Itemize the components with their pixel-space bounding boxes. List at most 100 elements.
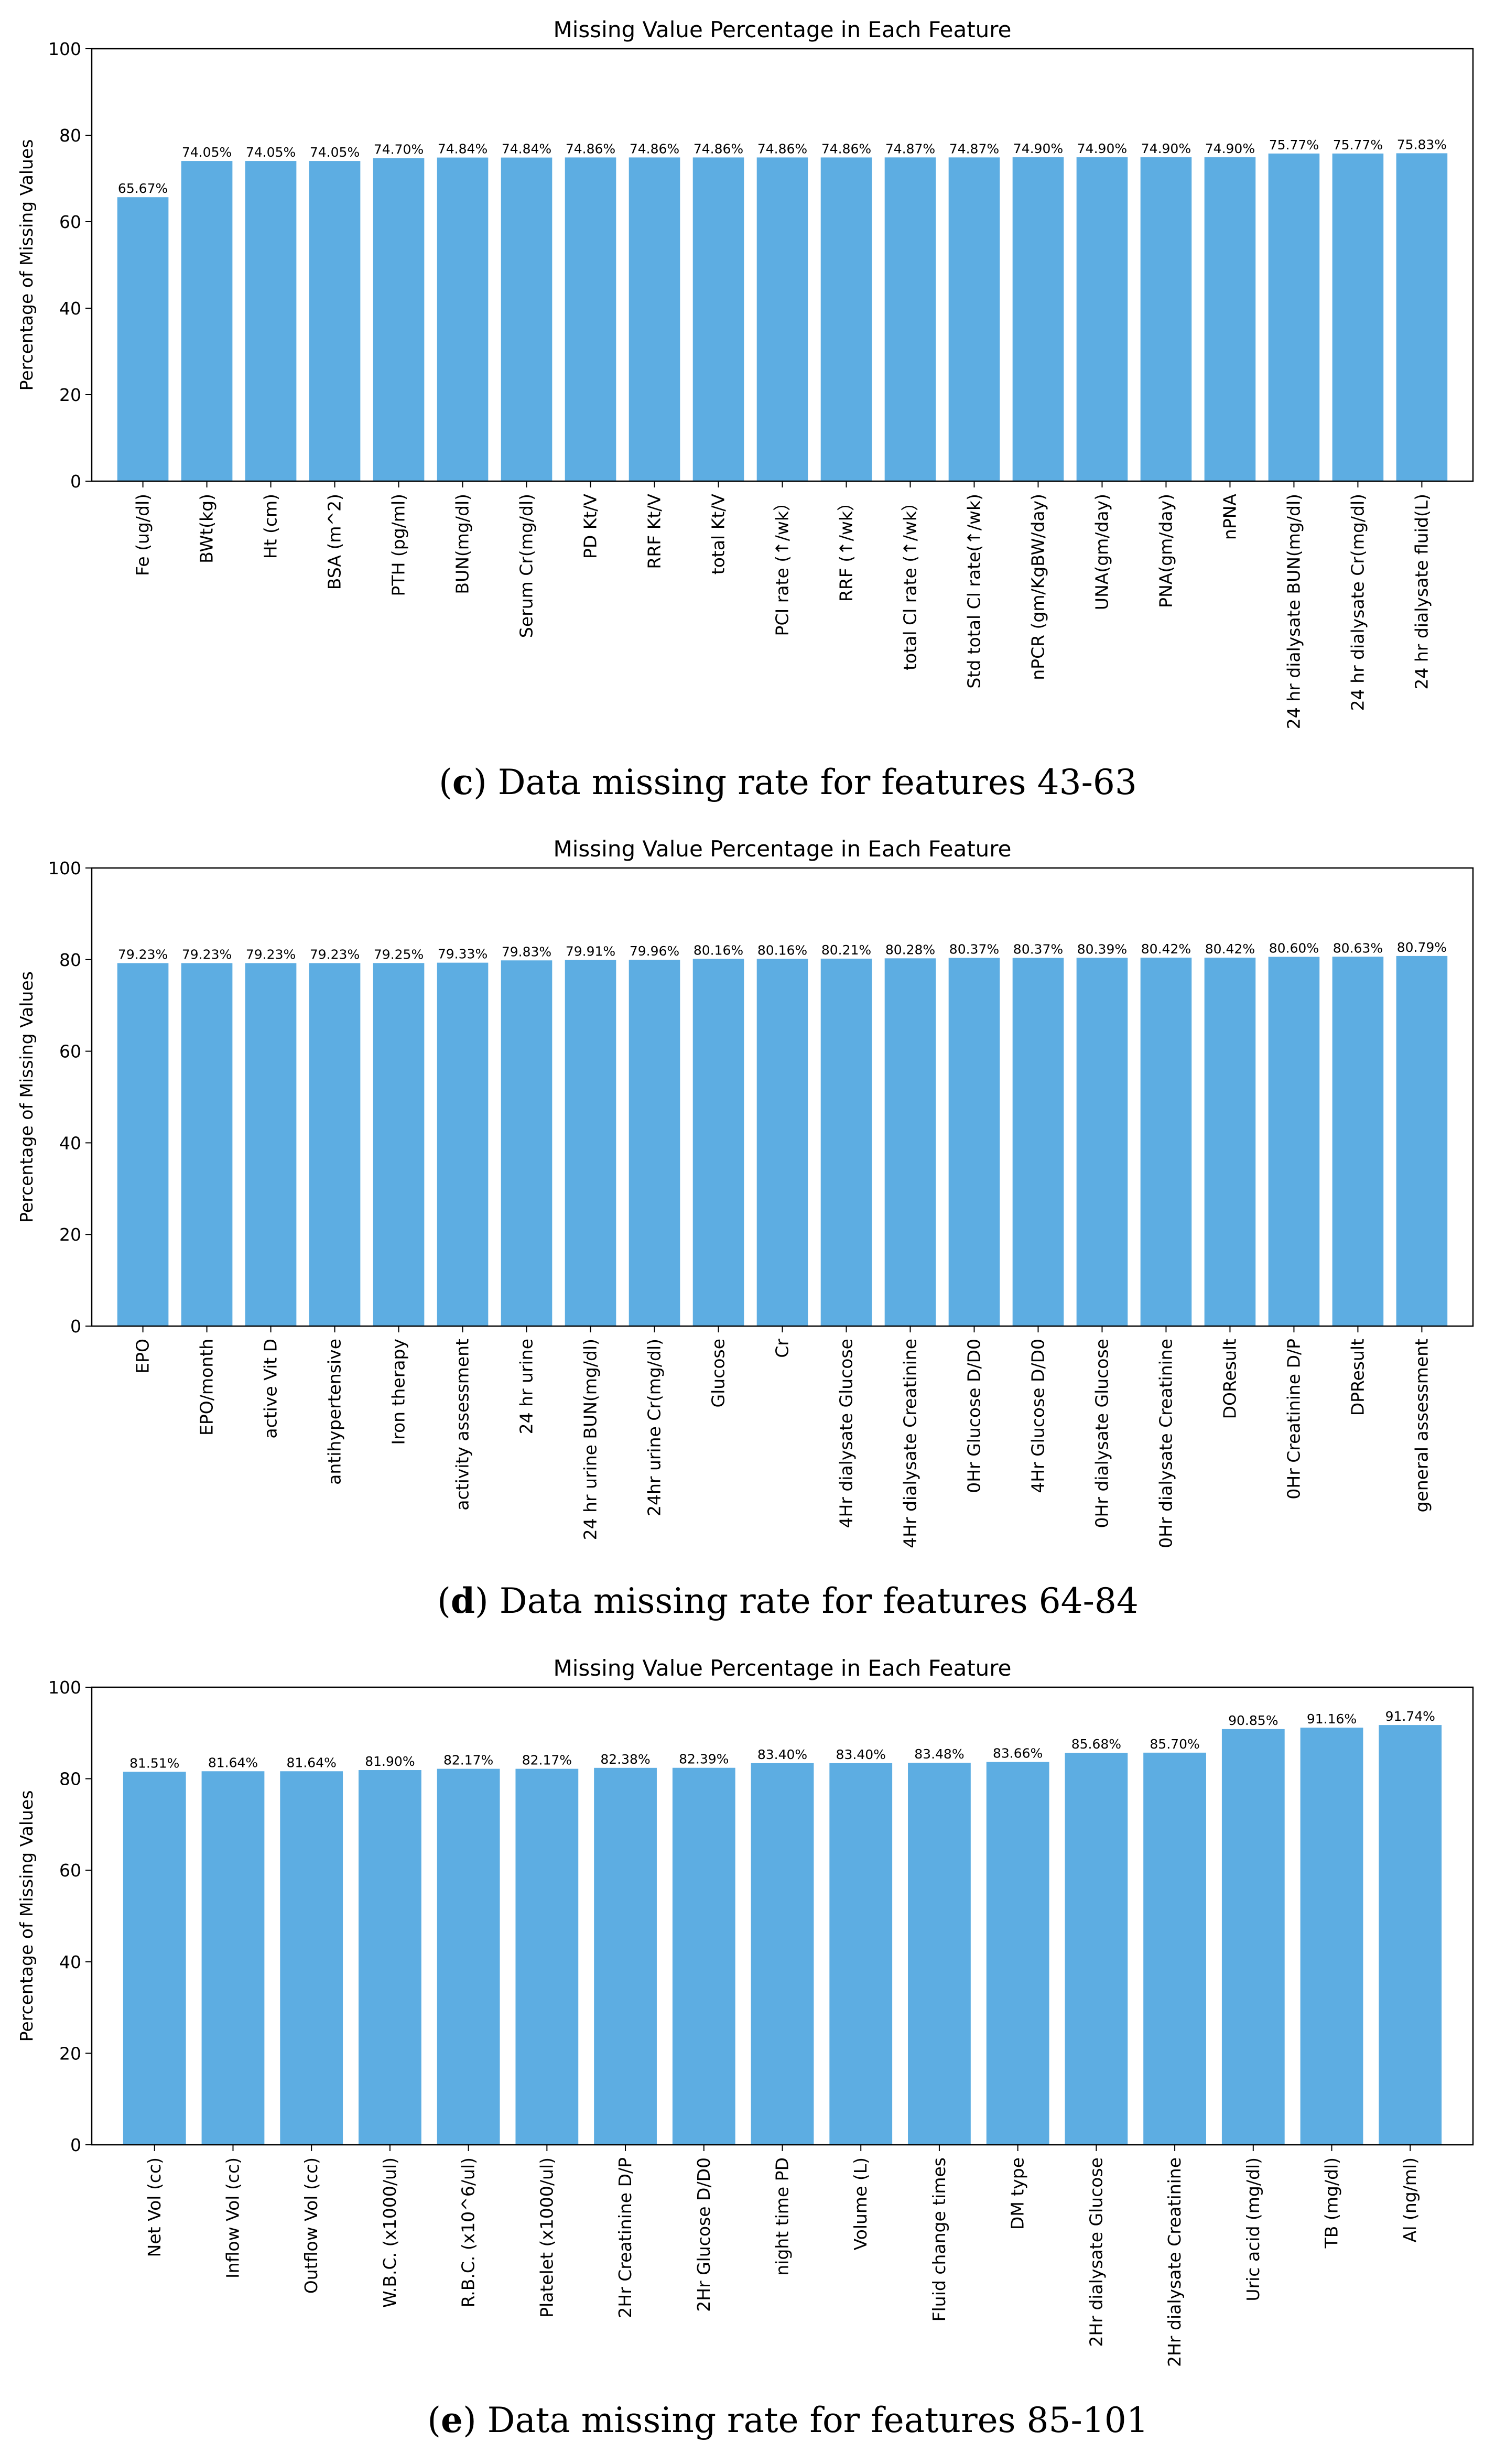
y-tick-label: 40 (59, 298, 81, 319)
bar (1076, 157, 1128, 481)
bar (565, 157, 616, 481)
data-label: 74.90% (1205, 141, 1255, 156)
x-tick-label: 2Hr dialysate Glucose (1086, 2157, 1106, 2347)
data-label: 74.87% (885, 141, 935, 156)
data-label: 79.91% (566, 944, 615, 959)
bar (1396, 956, 1448, 1326)
chart-panel-2: Missing Value Percentage in Each Feature… (16, 836, 1474, 1621)
data-label: 79.96% (630, 943, 679, 959)
plot-frame (91, 867, 1474, 1327)
data-label: 79.83% (502, 944, 551, 959)
bar (1012, 958, 1064, 1326)
bar (1143, 1752, 1206, 2145)
data-label: 74.05% (182, 145, 232, 160)
data-label: 74.05% (310, 145, 360, 160)
data-label: 80.63% (1333, 940, 1383, 956)
data-label: 79.23% (182, 947, 232, 962)
caption-text: Data missing rate for features 43-63 (487, 762, 1137, 802)
data-label: 91.74% (1385, 1709, 1435, 1724)
x-tick-label: 24 hr dialysate BUN(mg/dl) (1283, 494, 1304, 729)
figure-caption: (c) Data missing rate for features 43-63 (439, 762, 1137, 802)
bar (181, 963, 233, 1326)
y-tick-label: 100 (48, 858, 81, 878)
x-tick-label: PTH (pg/ml) (388, 494, 409, 596)
bar (1076, 958, 1128, 1326)
data-label: 79.23% (310, 947, 360, 962)
y-tick-label: 0 (70, 1316, 81, 1337)
data-label: 74.84% (438, 142, 488, 157)
data-label: 83.40% (757, 1747, 807, 1762)
caption-open-paren: ( (437, 1581, 451, 1621)
data-label: 80.16% (757, 942, 807, 958)
caption-letter: e (441, 2400, 463, 2440)
x-tick-label: PCI rate (↑/wk） (772, 494, 793, 636)
bar (373, 158, 425, 482)
data-label: 85.68% (1071, 1736, 1121, 1752)
data-label: 74.05% (246, 145, 296, 160)
x-tick-label: antihypertensive (324, 1339, 345, 1485)
caption-open-paren: ( (427, 2400, 441, 2440)
bar (515, 1768, 579, 2145)
bar (437, 157, 489, 481)
x-tick-label: active Vit D (261, 1339, 281, 1439)
bar (1140, 958, 1192, 1326)
x-tick-label: Iron therapy (388, 1339, 409, 1445)
figure-caption: (e) Data missing rate for features 85-10… (427, 2400, 1149, 2440)
y-tick-label: 0 (70, 2135, 81, 2155)
caption-open-paren: ( (439, 762, 452, 802)
data-label: 74.86% (757, 141, 807, 156)
x-tick-label: Std total Cl rate(↑/wk) (963, 494, 984, 689)
data-label: 80.21% (821, 942, 871, 958)
data-label: 79.33% (438, 947, 488, 962)
bar (948, 958, 1000, 1326)
x-tick-label: PD Kt/V (580, 494, 601, 559)
caption-text: Data missing rate for features 64-84 (489, 1581, 1139, 1621)
caption-letter: d (451, 1580, 475, 1621)
x-tick-label: activity assessment (452, 1339, 473, 1511)
x-tick-label: EPO (133, 1339, 153, 1374)
data-label: 83.66% (993, 1746, 1043, 1761)
data-label: 85.70% (1150, 1736, 1199, 1752)
bar (948, 157, 1000, 481)
bar (123, 1772, 186, 2145)
y-tick-label: 60 (59, 1041, 81, 1062)
y-tick-label: 60 (59, 1860, 81, 1881)
data-label: 81.64% (208, 1755, 258, 1770)
chart-title: Missing Value Percentage in Each Feature (554, 17, 1012, 42)
data-label: 83.48% (914, 1746, 964, 1762)
y-tick-label: 100 (48, 39, 81, 59)
x-tick-label: R.B.C. (x10^6/ul) (458, 2157, 479, 2308)
data-label: 90.85% (1228, 1713, 1278, 1728)
x-tick-label: 4Hr dialysate Creatinine (900, 1339, 920, 1548)
y-axis-label: Percentage of Missing Values (16, 971, 37, 1223)
y-tick-label: 40 (59, 1133, 81, 1153)
bar (245, 161, 297, 481)
bar (117, 963, 169, 1326)
bar (437, 962, 489, 1326)
x-tick-label: 24 hr dialysate Cr(mg/dl) (1347, 494, 1368, 711)
x-tick-label: Net Vol (cc) (144, 2157, 165, 2257)
data-label: 81.64% (287, 1755, 337, 1770)
bar (884, 958, 936, 1326)
data-label: 80.37% (1013, 942, 1063, 957)
x-tick-label: 0Hr dialysate Glucose (1091, 1339, 1112, 1528)
y-tick-label: 20 (59, 385, 81, 405)
data-label: 74.90% (1077, 141, 1127, 156)
x-tick-label: Fe (ug/dl) (133, 494, 153, 576)
bar (501, 960, 552, 1326)
x-tick-label: BSA (m^2) (324, 494, 345, 590)
x-tick-label: 4Hr dialysate Glucose (836, 1339, 856, 1528)
x-tick-label: Ht (cm) (261, 494, 281, 559)
bar (1379, 1725, 1442, 2145)
x-tick-label: Serum Cr(mg/dl) (516, 494, 537, 638)
x-tick-label: Inflow Vol (cc) (222, 2157, 243, 2278)
data-label: 79.23% (118, 947, 168, 962)
y-tick-label: 0 (70, 471, 81, 492)
bar (1268, 957, 1320, 1326)
data-label: 75.83% (1397, 137, 1447, 152)
x-tick-label: BWt(kg) (197, 494, 217, 563)
x-tick-label: Cr (772, 1339, 793, 1358)
bar (829, 1763, 893, 2145)
x-tick-label: 0Hr Glucose D/D0 (963, 1339, 984, 1493)
x-tick-label: 2Hr Glucose D/D0 (694, 2157, 714, 2312)
